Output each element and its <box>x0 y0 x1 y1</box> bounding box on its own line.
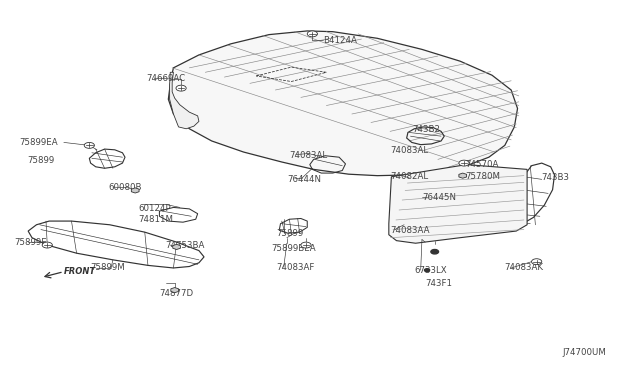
Circle shape <box>424 269 429 272</box>
Circle shape <box>42 242 52 248</box>
Circle shape <box>301 242 311 248</box>
Text: 76445N: 76445N <box>422 193 456 202</box>
Polygon shape <box>173 244 180 250</box>
Text: 75899: 75899 <box>27 156 54 166</box>
Text: 74083AA: 74083AA <box>390 226 429 235</box>
Text: 6733LX: 6733LX <box>414 266 447 275</box>
Text: 74811M: 74811M <box>138 215 173 224</box>
Polygon shape <box>459 173 467 178</box>
Circle shape <box>431 250 438 254</box>
Text: 74753BA: 74753BA <box>166 241 205 250</box>
Polygon shape <box>131 188 139 193</box>
Text: 60080B: 60080B <box>108 183 142 192</box>
Circle shape <box>176 85 186 91</box>
Text: 74083AF: 74083AF <box>276 263 315 272</box>
Text: 743B3: 743B3 <box>541 173 570 182</box>
Text: 76444N: 76444N <box>287 175 321 184</box>
Text: 743F1: 743F1 <box>425 279 452 288</box>
Text: 74877D: 74877D <box>159 289 193 298</box>
Polygon shape <box>171 288 179 293</box>
Text: 75899EA: 75899EA <box>19 138 58 147</box>
Text: B4124A: B4124A <box>323 36 357 45</box>
Circle shape <box>459 160 469 166</box>
Text: 74669AC: 74669AC <box>147 74 186 83</box>
Circle shape <box>84 142 95 148</box>
Text: 60124P: 60124P <box>138 203 171 213</box>
Polygon shape <box>389 164 527 243</box>
Text: 74083AL: 74083AL <box>289 151 328 160</box>
Text: 75899BEA: 75899BEA <box>271 244 316 253</box>
Text: FRONT: FRONT <box>64 267 96 276</box>
Text: 74082AL: 74082AL <box>390 172 428 181</box>
Text: 75899M: 75899M <box>91 263 125 272</box>
Text: 74083AK: 74083AK <box>505 263 544 272</box>
Text: 743B2: 743B2 <box>412 125 440 134</box>
Polygon shape <box>168 31 518 176</box>
Text: 74570A: 74570A <box>465 160 499 169</box>
Text: 74083AL: 74083AL <box>390 147 428 155</box>
Polygon shape <box>170 72 199 129</box>
Text: 75780M: 75780M <box>465 172 500 181</box>
Text: 75899E: 75899E <box>14 238 47 247</box>
Circle shape <box>307 31 317 37</box>
Text: J74700UM: J74700UM <box>562 349 606 357</box>
Circle shape <box>532 259 541 264</box>
Text: 75899: 75899 <box>276 230 304 238</box>
